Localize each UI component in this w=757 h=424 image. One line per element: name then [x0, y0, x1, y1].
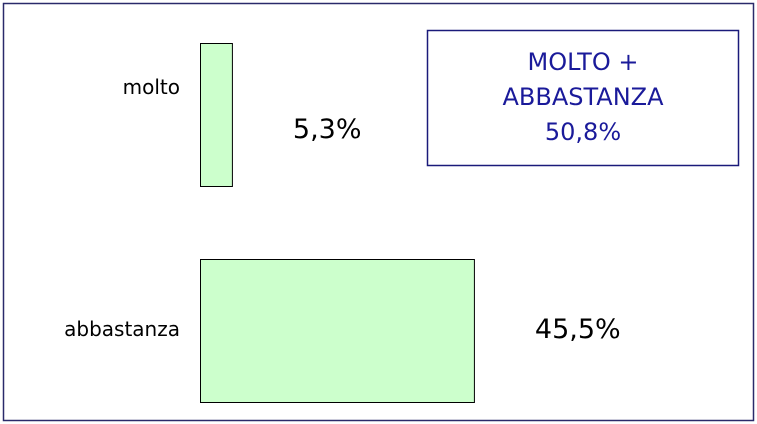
bar	[200, 43, 233, 187]
category-label: abbastanza	[64, 317, 180, 341]
value-label: 5,3%	[293, 114, 362, 145]
annotation-line: ABBASTANZA	[502, 83, 664, 111]
annotation-box	[426, 29, 740, 167]
annotation-line: MOLTO +	[528, 48, 639, 76]
bar	[200, 259, 475, 403]
annotation-line: 50,8%	[545, 118, 621, 146]
category-label: molto	[123, 75, 180, 99]
value-label: 45,5%	[535, 314, 621, 345]
